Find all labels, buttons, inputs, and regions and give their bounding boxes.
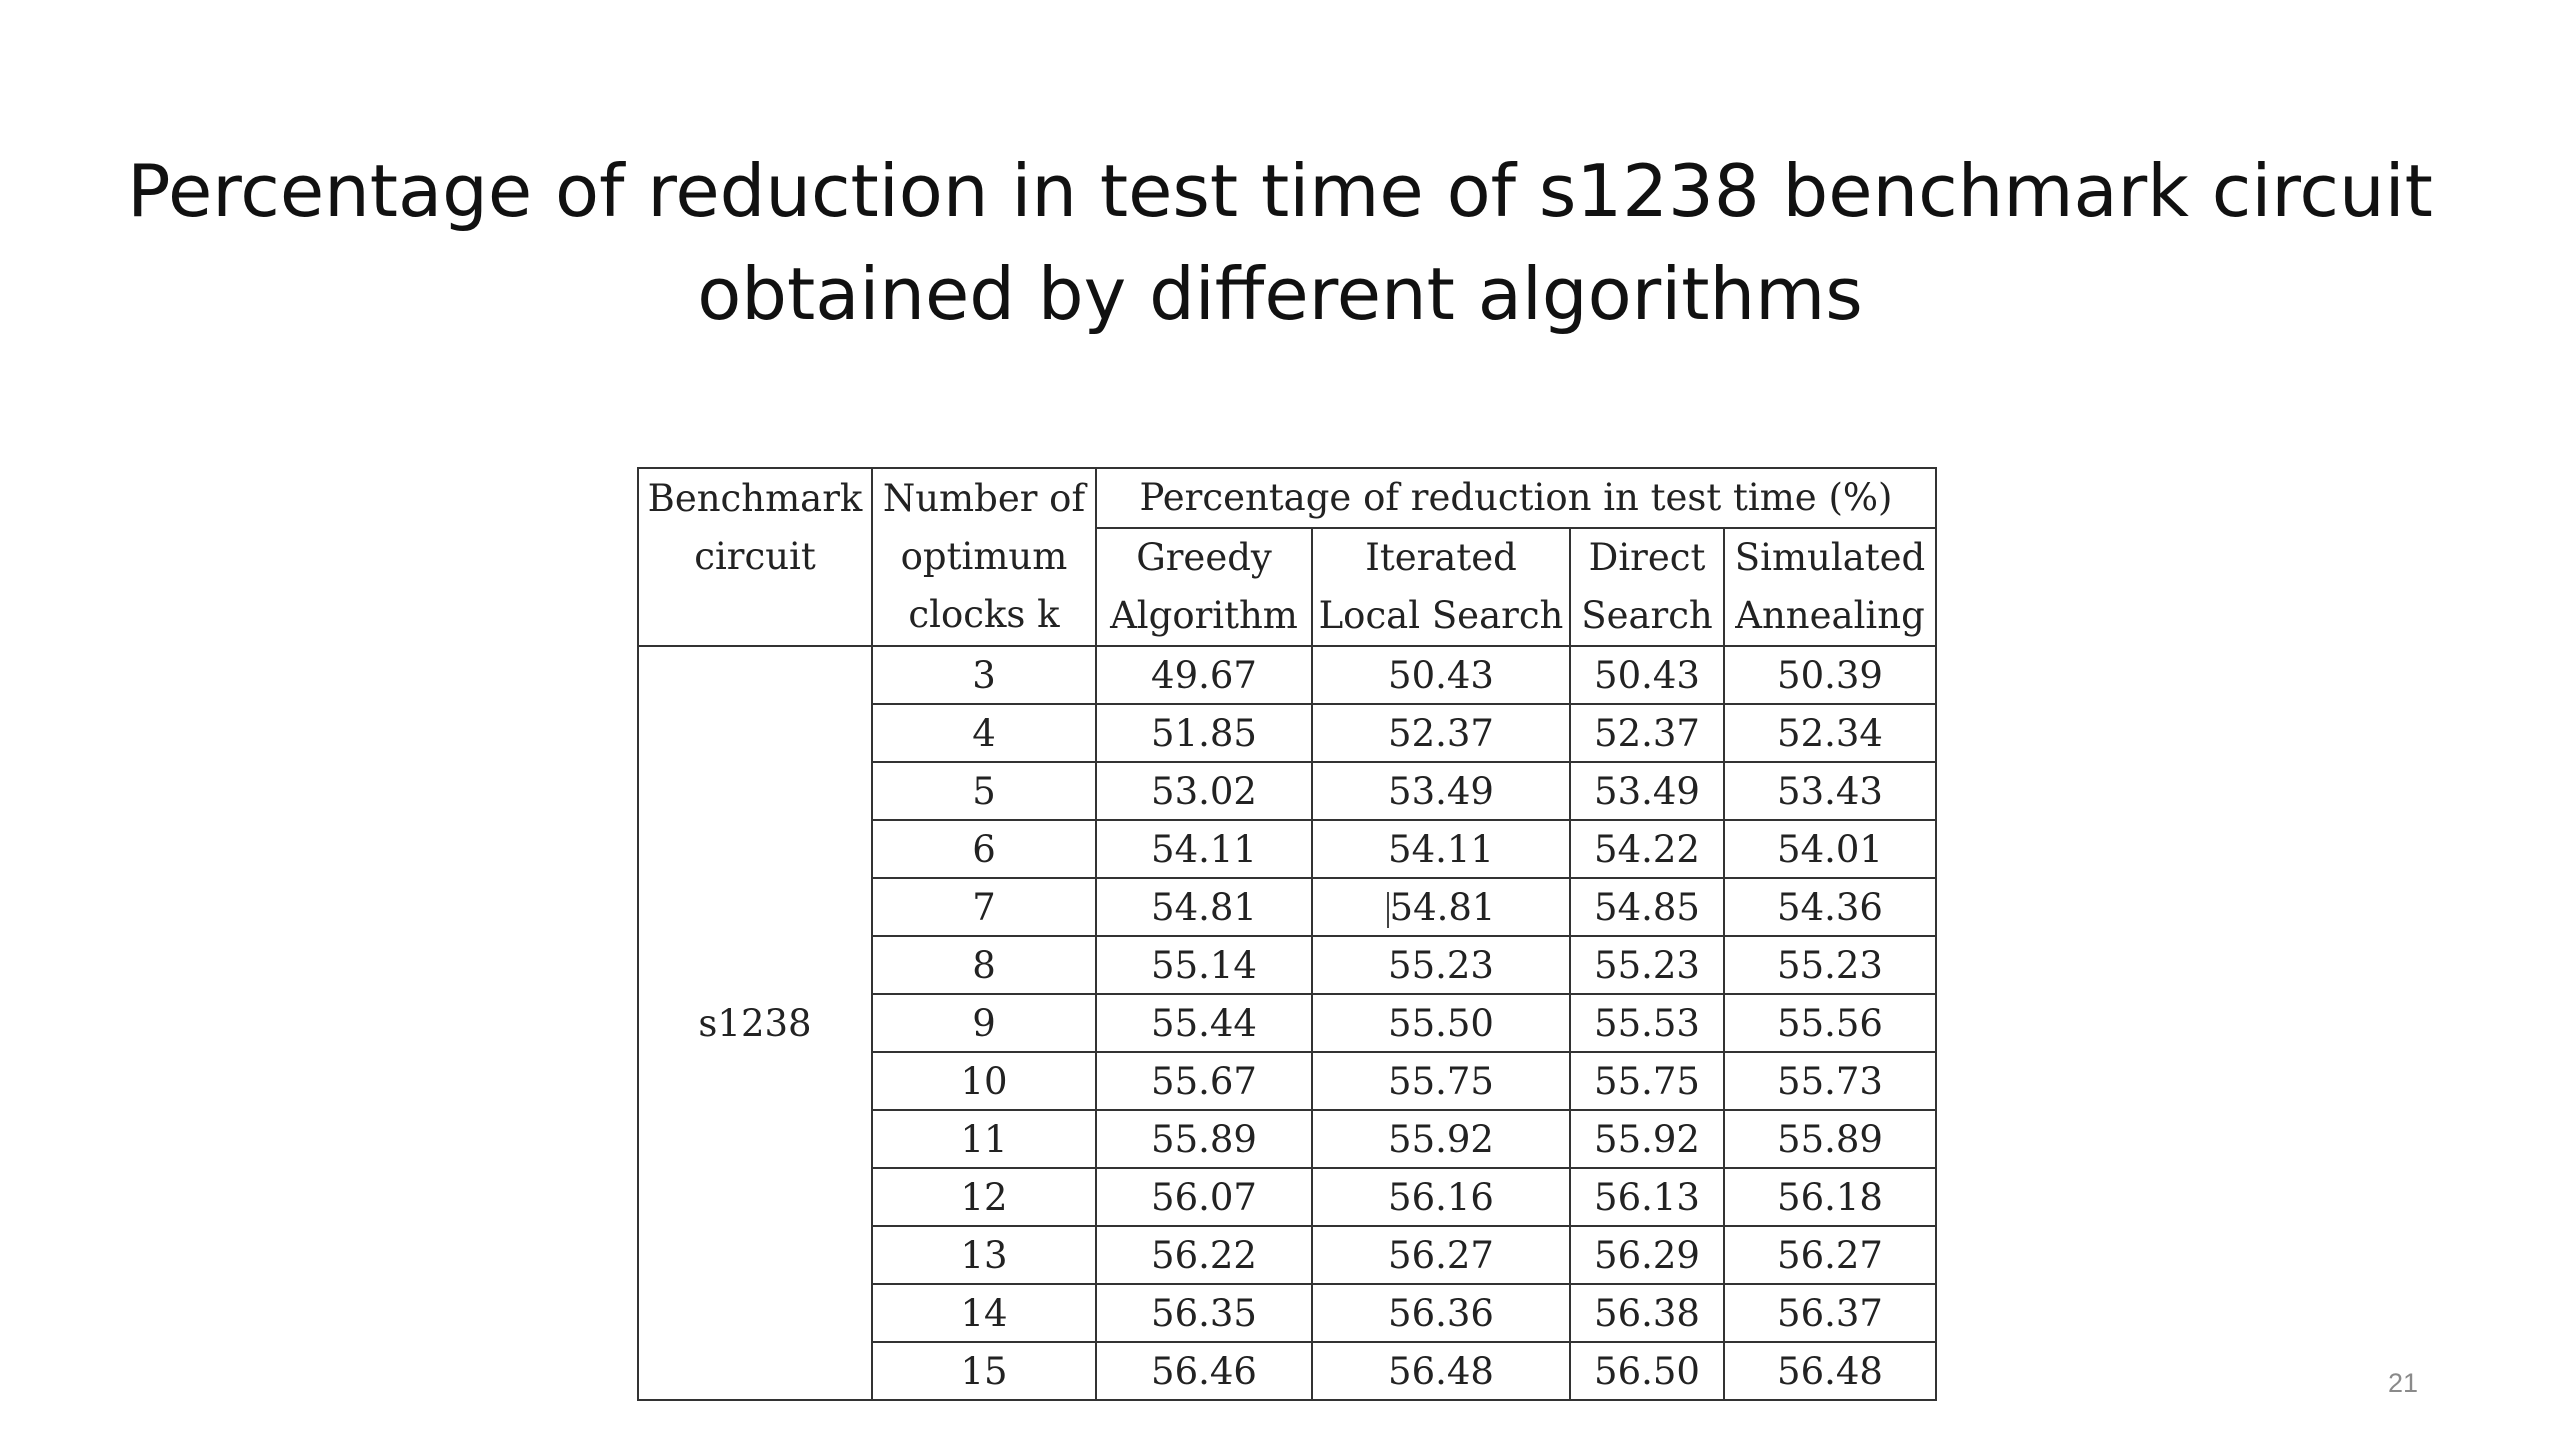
cell-direct: 56.50 (1569, 1341, 1725, 1401)
cell-iterated: 56.48 (1311, 1341, 1571, 1401)
cell-iterated: 53.49 (1311, 761, 1571, 821)
cell-annealing: 56.18 (1723, 1167, 1937, 1227)
table-row: 5 53.02 53.49 53.49 53.43 (638, 761, 1937, 821)
header-greedy-algorithm: Greedy Algorithm (1095, 527, 1313, 647)
cell-annealing: 56.48 (1723, 1341, 1937, 1401)
table-row: 9 55.44 55.50 55.53 55.56 (638, 993, 1937, 1053)
cell-greedy: 53.02 (1095, 761, 1313, 821)
cell-iterated: 55.92 (1311, 1109, 1571, 1169)
cell-k: 13 (871, 1225, 1097, 1285)
table-row: 7 54.81 54.81 54.85 54.36 (638, 877, 1937, 937)
cell-k: 7 (871, 877, 1097, 937)
cell-greedy: 55.44 (1095, 993, 1313, 1053)
cell-direct: 55.23 (1569, 935, 1725, 995)
header-direct-search: Direct Search (1569, 527, 1725, 647)
cell-k: 6 (871, 819, 1097, 879)
cell-direct: 56.38 (1569, 1283, 1725, 1343)
table-row: 12 56.07 56.16 56.13 56.18 (638, 1167, 1937, 1227)
cell-direct: 56.29 (1569, 1225, 1725, 1285)
cell-k: 14 (871, 1283, 1097, 1343)
cell-direct: 54.85 (1569, 877, 1725, 937)
cell-k: 8 (871, 935, 1097, 995)
cell-annealing: 53.43 (1723, 761, 1937, 821)
cell-annealing: 55.89 (1723, 1109, 1937, 1169)
cell-greedy: 56.46 (1095, 1341, 1313, 1401)
cell-annealing: 55.23 (1723, 935, 1937, 995)
cell-direct: 55.53 (1569, 993, 1725, 1053)
cell-greedy: 56.22 (1095, 1225, 1313, 1285)
cell-greedy: 56.35 (1095, 1283, 1313, 1343)
cell-direct: 55.92 (1569, 1109, 1725, 1169)
header-simulated-annealing: Simulated Annealing (1723, 527, 1937, 647)
cell-k: 5 (871, 761, 1097, 821)
cell-annealing: 56.37 (1723, 1283, 1937, 1343)
cell-iterated: 52.37 (1311, 703, 1571, 763)
table-row: s1238 3 49.67 50.43 50.43 50.39 (637, 645, 1937, 1401)
results-table: Benchmark circuit Number of optimum cloc… (637, 467, 1937, 1401)
header-iterated-local-search: Iterated Local Search (1311, 527, 1571, 647)
table-row: 15 56.46 56.48 56.50 56.48 (638, 1341, 1937, 1401)
cell-iterated: 55.50 (1311, 993, 1571, 1053)
cell-iterated: 56.27 (1311, 1225, 1571, 1285)
cell-greedy: 55.14 (1095, 935, 1313, 995)
table-row: 13 56.22 56.27 56.29 56.27 (638, 1225, 1937, 1285)
cell-iterated: 56.16 (1311, 1167, 1571, 1227)
cell-iterated-value: 54.81 (1389, 885, 1496, 929)
cell-k: 12 (871, 1167, 1097, 1227)
table-row: 8 55.14 55.23 55.23 55.23 (638, 935, 1937, 995)
cell-iterated: 50.43 (1311, 645, 1571, 705)
table-row: 14 56.35 56.36 56.38 56.37 (638, 1283, 1937, 1343)
cell-direct: 52.37 (1569, 703, 1725, 763)
cell-annealing: 50.39 (1723, 645, 1937, 705)
header-benchmark-circuit: Benchmark circuit (637, 467, 873, 647)
cell-annealing: 54.01 (1723, 819, 1937, 879)
cell-iterated: 54.11 (1311, 819, 1571, 879)
cell-direct: 54.22 (1569, 819, 1725, 879)
cell-annealing: 55.73 (1723, 1051, 1937, 1111)
table-row: 11 55.89 55.92 55.92 55.89 (638, 1109, 1937, 1169)
cell-iterated-with-cursor[interactable]: 54.81 (1311, 877, 1571, 937)
cell-iterated: 55.75 (1311, 1051, 1571, 1111)
text-cursor (1386, 892, 1389, 928)
cell-iterated: 56.36 (1311, 1283, 1571, 1343)
slide-title-line-1: Percentage of reduction in test time of … (127, 149, 2433, 233)
cell-annealing: 52.34 (1723, 703, 1937, 763)
cell-direct: 50.43 (1569, 645, 1725, 705)
cell-greedy: 56.07 (1095, 1167, 1313, 1227)
slide-number: 21 (2388, 1368, 2419, 1398)
cell-annealing: 55.56 (1723, 993, 1937, 1053)
benchmark-cell: s1238 (637, 645, 873, 1401)
slide-title-line-2: obtained by different algorithms (697, 252, 1863, 336)
slide-title: Percentage of reduction in test time of … (0, 140, 2560, 346)
table-row: 6 54.11 54.11 54.22 54.01 (638, 819, 1937, 879)
cell-direct: 55.75 (1569, 1051, 1725, 1111)
cell-k: 10 (871, 1051, 1097, 1111)
cell-annealing: 56.27 (1723, 1225, 1937, 1285)
cell-greedy: 54.81 (1095, 877, 1313, 937)
header-number-of-clocks: Number of optimum clocks k (871, 467, 1097, 647)
cell-greedy: 49.67 (1095, 645, 1313, 705)
header-reduction-group: Percentage of reduction in test time (%) (1095, 467, 1937, 529)
cell-greedy: 55.89 (1095, 1109, 1313, 1169)
cell-annealing: 54.36 (1723, 877, 1937, 937)
cell-k: 3 (871, 645, 1097, 705)
header-row-1: Benchmark circuit Number of optimum cloc… (637, 467, 1937, 647)
cell-k: 9 (871, 993, 1097, 1053)
cell-k: 15 (871, 1341, 1097, 1401)
table-body: s1238 3 49.67 50.43 50.43 50.39 4 51.85 … (637, 645, 1937, 1401)
cell-direct: 53.49 (1569, 761, 1725, 821)
cell-greedy: 55.67 (1095, 1051, 1313, 1111)
cell-iterated: 55.23 (1311, 935, 1571, 995)
cell-k: 11 (871, 1109, 1097, 1169)
table-row: 10 55.67 55.75 55.75 55.73 (638, 1051, 1937, 1111)
table-row: 4 51.85 52.37 52.37 52.34 (638, 703, 1937, 763)
cell-greedy: 51.85 (1095, 703, 1313, 763)
cell-direct: 56.13 (1569, 1167, 1725, 1227)
cell-k: 4 (871, 703, 1097, 763)
cell-greedy: 54.11 (1095, 819, 1313, 879)
